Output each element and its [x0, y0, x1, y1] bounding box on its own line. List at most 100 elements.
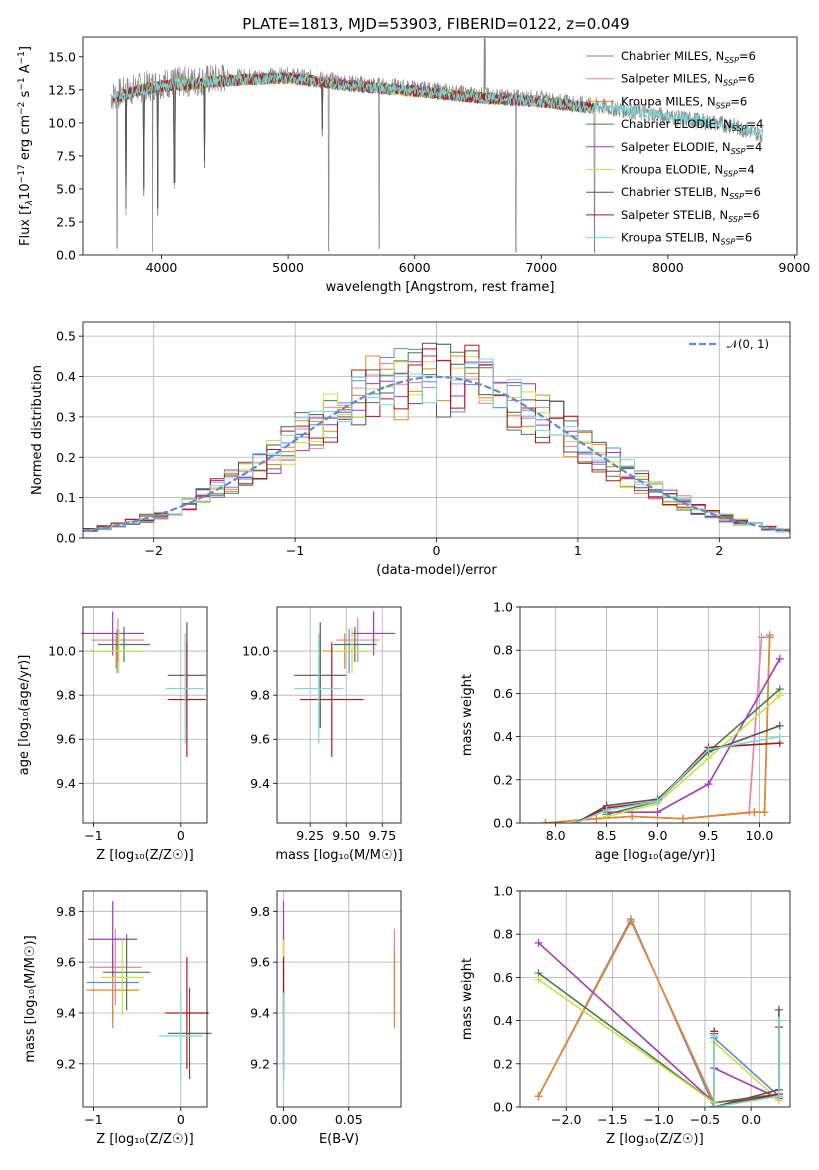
panel-age-vs-Z: −1 0 9.4 9.6 9.8 10.0 Z [log₁₀(Z/Z☉)] age [log₁…	[17, 606, 208, 863]
weight-series	[541, 633, 774, 823]
weight-marker	[775, 654, 784, 663]
weight-line	[713, 1009, 780, 1107]
x-axis-label: Z [log₁₀(Z/Z☉)]	[606, 1132, 703, 1147]
y-tick-label: 9.6	[56, 732, 76, 747]
y-tick-label: 0.4	[493, 729, 513, 744]
x-tick-label: 4000	[146, 260, 178, 275]
weight-marker	[626, 917, 635, 926]
errorbar-point	[92, 629, 145, 674]
errorbar-point	[165, 957, 209, 1069]
weight-marker	[774, 1016, 783, 1025]
errorbar-point	[294, 633, 344, 744]
y-axis-label: mass weight	[460, 674, 475, 756]
weight-marker	[775, 691, 784, 700]
errorbar-point	[351, 611, 396, 656]
weight-marker	[541, 819, 550, 823]
y-tick-label: 0.6	[493, 970, 513, 985]
x-axis-label: E(B-V)	[319, 1132, 359, 1147]
errorbar-point	[103, 934, 151, 1011]
y-axis-label: mass weight	[460, 958, 475, 1040]
axes-frame	[82, 321, 791, 539]
axes-frame	[82, 606, 208, 824]
weight-marker	[592, 814, 601, 823]
x-tick-label: 9.50	[332, 828, 360, 843]
y-tick-label: 9.4	[56, 1005, 76, 1020]
weight-line	[713, 1020, 780, 1107]
x-tick-label: 7000	[525, 260, 557, 275]
model-spectrum-kroupa-stelib	[113, 71, 764, 138]
panel-spectrum: 4000 5000 6000 7000 8000 9000 0.0 2.5 5.0 7.5 10.0…	[17, 36, 810, 295]
legend-entry: 𝒩(0, 1)	[727, 337, 769, 351]
y-tick-label: 10.0	[48, 644, 76, 659]
y-tick-label: 0.2	[493, 1056, 513, 1071]
y-tick-label: 1.0	[493, 884, 513, 899]
x-tick-label: 10.0	[746, 828, 774, 843]
weight-marker	[572, 819, 581, 823]
y-tick-label: 0.0	[493, 816, 513, 831]
x-tick-label: 0	[177, 828, 185, 843]
figure-title: PLATE=1813, MJD=53903, FIBERID=0122, z=0…	[242, 15, 629, 33]
errorbar-point	[100, 939, 145, 1016]
x-tick-label: −1	[84, 1112, 102, 1127]
errorbar-point	[91, 618, 145, 663]
plot-area	[110, 37, 764, 253]
y-tick-label: 1.0	[493, 600, 513, 615]
weight-marker	[775, 732, 784, 741]
errorbar-point	[165, 633, 205, 744]
plot-area	[83, 342, 790, 533]
panel-residual-histogram: −2 −1 0 1 2 0.0 0.1 0.2 0.3 0.4 0.5 (data-model)/er…	[30, 321, 791, 578]
errorbar-point	[97, 626, 151, 663]
x-tick-label: −1	[286, 543, 304, 558]
x-tick-label: −1.0	[644, 1112, 674, 1127]
x-tick-label: 8.0	[546, 828, 566, 843]
panel-mass-vs-Z: −1 0 9.2 9.4 9.6 9.8 Z [log₁₀(Z/Z☉)] mass [log₁…	[23, 890, 212, 1147]
y-tick-label: 0.5	[56, 329, 76, 344]
weight-marker	[750, 808, 759, 817]
y-tick-label: 9.4	[56, 776, 76, 791]
errorbar-point	[300, 642, 364, 757]
weight-marker	[757, 633, 766, 642]
legend-entry: Salpeter STELIB, NSSP=6	[621, 208, 760, 224]
weight-marker	[534, 1092, 543, 1101]
axes-frame	[82, 36, 798, 256]
weight-marker	[704, 745, 713, 754]
y-tick-label: 10.0	[242, 644, 270, 659]
y-tick-label: 9.6	[56, 955, 76, 970]
x-tick-label: 0	[177, 1112, 185, 1127]
x-tick-label: 0.05	[335, 1112, 363, 1127]
y-tick-label: 9.8	[250, 688, 270, 703]
weight-marker	[653, 797, 662, 806]
panel-mass-weight-vs-Z: −2.0 −1.5 −1.0 −0.5 0.0 0.0 0.2 0.4 0.6 0.8 1.0 Z […	[460, 884, 791, 1147]
y-tick-label: 2.5	[56, 214, 76, 229]
legend-entry: Salpeter MILES, NSSP=6	[621, 72, 755, 88]
y-tick-label: 0.2	[493, 772, 513, 787]
x-tick-label: 9.5	[699, 828, 719, 843]
legend-entry: Salpeter ELODIE, NSSP=4	[621, 140, 762, 156]
y-tick-label: 9.8	[250, 904, 270, 919]
weight-line	[606, 694, 781, 818]
x-tick-label: −1	[84, 828, 102, 843]
weight-marker	[704, 780, 713, 789]
errorbar-point	[81, 611, 145, 656]
legend-entry: Chabrier STELIB, NSSP=6	[621, 185, 761, 201]
axes-frame	[519, 606, 791, 824]
x-axis-label: Z [log₁₀(Z/Z☉)]	[96, 1132, 193, 1147]
weight-series	[710, 1016, 783, 1107]
x-tick-label: 9.25	[296, 828, 324, 843]
y-tick-label: 0.4	[56, 369, 76, 384]
errorbar-point	[158, 992, 203, 1080]
y-tick-label: 9.8	[56, 688, 76, 703]
weight-marker	[710, 1103, 719, 1107]
weight-marker	[710, 1031, 719, 1040]
plot-area	[294, 611, 396, 757]
y-axis-label: Normed distribution	[30, 365, 45, 495]
legend-entry: Chabrier ELODIE, NSSP=4	[621, 117, 763, 133]
x-tick-label: −1.5	[597, 1112, 627, 1127]
weight-marker	[774, 1005, 783, 1014]
legend-entry: Chabrier MILES, NSSP=6	[621, 49, 756, 65]
weight-series	[602, 654, 784, 817]
panel-age-vs-mass: 9.25 9.50 9.75 9.4 9.6 9.8 10.0 mass [log₁₀(M/M…	[242, 606, 403, 863]
y-tick-label: 0.6	[493, 686, 513, 701]
plot-area	[541, 631, 784, 823]
legend: Chabrier MILES, NSSP=6 Salpeter MILES, NS…	[586, 49, 763, 247]
